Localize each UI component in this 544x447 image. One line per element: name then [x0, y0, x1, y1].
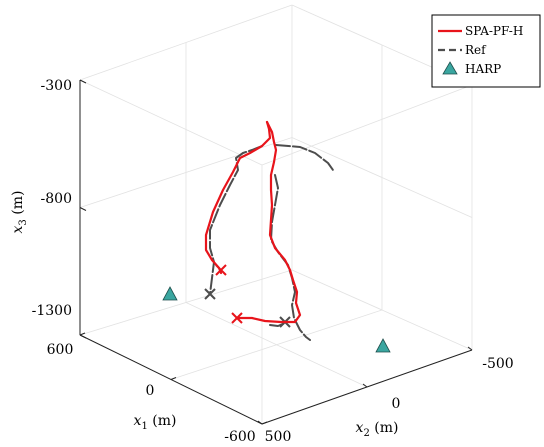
tick-label-x3-mid: -800 — [41, 191, 72, 207]
box-front-edge — [79, 79, 263, 166]
tick-mark-x1 — [79, 332, 86, 336]
tick-label-x1-0: 0 — [146, 383, 155, 399]
axis-label-x1: x1 (m) — [134, 413, 177, 432]
legend-label-spa-pf-h: SPA-PF-H — [465, 24, 523, 38]
tick-mark-x3 — [79, 207, 87, 211]
legend-label-harp: HARP — [465, 62, 501, 76]
series-line-spa-pf-h — [204, 120, 272, 275]
tick-mark-x2 — [362, 383, 368, 388]
tick-label-x2-500: 500 — [265, 429, 292, 445]
tick-label-x3-bottom: -1300 — [32, 303, 72, 319]
axes-box-front — [79, 79, 473, 425]
box-front-edge — [261, 84, 473, 166]
tick-label-x2-0: 0 — [392, 396, 401, 412]
legend: SPA-PF-H Ref HARP — [431, 14, 541, 88]
series-line-spa-pf-h — [236, 120, 302, 324]
tick-label-x1-neg600: -600 — [224, 429, 255, 445]
grid-lines — [79, 42, 473, 388]
tick-mark-x3 — [79, 334, 87, 339]
legend-label-ref: Ref — [465, 43, 487, 57]
harp-marker — [375, 338, 391, 353]
harp-marker — [162, 286, 178, 301]
series-layer — [162, 120, 391, 353]
tick-label-x1-600: 600 — [47, 342, 74, 358]
series-line-ref — [275, 144, 334, 171]
tick-label-x3-top: -300 — [41, 78, 72, 94]
tick-mark-x3 — [79, 79, 87, 84]
tick-marks — [79, 79, 473, 425]
grid-line-x3 — [79, 137, 473, 218]
end-marker-spa-pf-h — [215, 264, 227, 276]
tick-label-x2-neg500: -500 — [482, 356, 513, 372]
legend-swatch-harp — [442, 61, 458, 75]
axis-label-x3: x3 (m) — [10, 191, 29, 234]
end-marker-ref — [204, 288, 216, 300]
tick-mark-x1 — [170, 377, 177, 380]
series-line-ref — [270, 174, 311, 341]
tick-mark-x2 — [467, 346, 473, 351]
series-line-ref — [209, 145, 263, 295]
tick-mark-x2 — [257, 420, 263, 425]
axis-label-x2: x2 (m) — [356, 420, 399, 439]
end-marker-spa-pf-h — [231, 312, 243, 324]
grid-line-x2-floor — [185, 302, 368, 388]
tick-mark-x1 — [261, 421, 268, 425]
